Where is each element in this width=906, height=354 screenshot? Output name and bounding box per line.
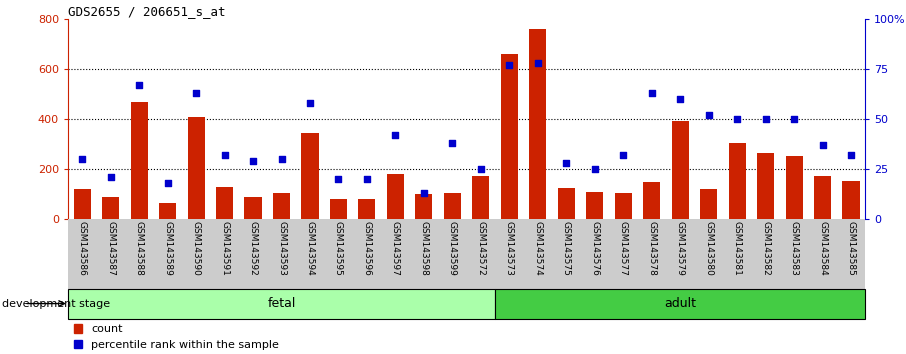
Bar [757,153,774,219]
Text: GSM143594: GSM143594 [305,221,314,276]
Point [417,191,431,196]
Text: GSM143578: GSM143578 [647,221,656,276]
Point [217,153,232,158]
Bar [73,189,91,219]
Bar [586,192,603,219]
Bar [159,203,176,219]
Point [616,153,631,158]
Bar [843,181,860,219]
Point [786,117,801,122]
Point [75,156,90,162]
Text: GSM143582: GSM143582 [761,221,770,276]
Text: GSM143573: GSM143573 [505,221,514,276]
Text: GSM143587: GSM143587 [106,221,115,276]
Point [758,117,773,122]
Bar [130,102,148,219]
Bar [728,143,746,219]
Point [701,113,716,118]
Point [559,161,573,166]
Point [474,167,488,172]
Text: GSM143599: GSM143599 [448,221,457,276]
Text: GSM143586: GSM143586 [78,221,87,276]
Point [246,159,260,164]
Point [587,167,602,172]
Bar [671,121,689,219]
Point [132,82,147,88]
Text: fetal: fetal [267,297,295,310]
Bar [472,176,489,219]
Bar [495,289,865,319]
Bar [643,182,660,219]
Point [843,153,858,158]
Bar [359,199,375,219]
Text: GSM143580: GSM143580 [704,221,713,276]
Bar [501,55,518,219]
Text: GSM143574: GSM143574 [534,221,543,276]
Point [275,156,289,162]
Bar [614,193,631,219]
Point [103,175,118,180]
Point [332,177,346,182]
Point [188,91,203,96]
Bar [415,194,432,219]
Bar [814,176,831,219]
Bar [188,117,205,219]
Text: GSM143595: GSM143595 [334,221,343,276]
Text: GSM143585: GSM143585 [846,221,855,276]
Text: development stage: development stage [2,298,110,309]
Text: GSM143597: GSM143597 [390,221,400,276]
Text: GSM143598: GSM143598 [419,221,429,276]
Bar [302,133,319,219]
Text: GSM143596: GSM143596 [362,221,371,276]
Point [360,177,374,182]
Text: GSM143583: GSM143583 [789,221,798,276]
Legend: count, percentile rank within the sample: count, percentile rank within the sample [73,324,279,350]
Bar [700,189,718,219]
Bar [273,193,290,219]
Text: GSM143575: GSM143575 [562,221,571,276]
Text: GSM143577: GSM143577 [619,221,628,276]
Text: GSM143579: GSM143579 [676,221,685,276]
Text: GSM143584: GSM143584 [818,221,827,276]
Bar [216,187,233,219]
Point [445,141,459,146]
Text: GSM143581: GSM143581 [733,221,742,276]
Bar [444,193,461,219]
Bar [558,188,574,219]
Text: GSM143591: GSM143591 [220,221,229,276]
Bar [330,199,347,219]
Bar [245,197,262,219]
Text: GDS2655 / 206651_s_at: GDS2655 / 206651_s_at [68,5,226,18]
Point [160,181,175,186]
Point [502,63,516,68]
Point [388,133,402,138]
Point [531,61,545,66]
Text: GSM143589: GSM143589 [163,221,172,276]
Text: GSM143593: GSM143593 [277,221,286,276]
Text: GSM143588: GSM143588 [135,221,144,276]
Point [303,101,317,106]
Bar [786,156,803,219]
Point [730,117,745,122]
Bar [68,289,495,319]
Point [815,143,830,148]
Text: GSM143590: GSM143590 [191,221,200,276]
Text: GSM143576: GSM143576 [590,221,599,276]
Bar [529,29,546,219]
Text: adult: adult [664,297,696,310]
Bar [387,175,404,219]
Text: GSM143592: GSM143592 [248,221,257,276]
Bar [102,197,120,219]
Text: GSM143572: GSM143572 [477,221,486,276]
Point [673,97,688,102]
Point [644,91,659,96]
